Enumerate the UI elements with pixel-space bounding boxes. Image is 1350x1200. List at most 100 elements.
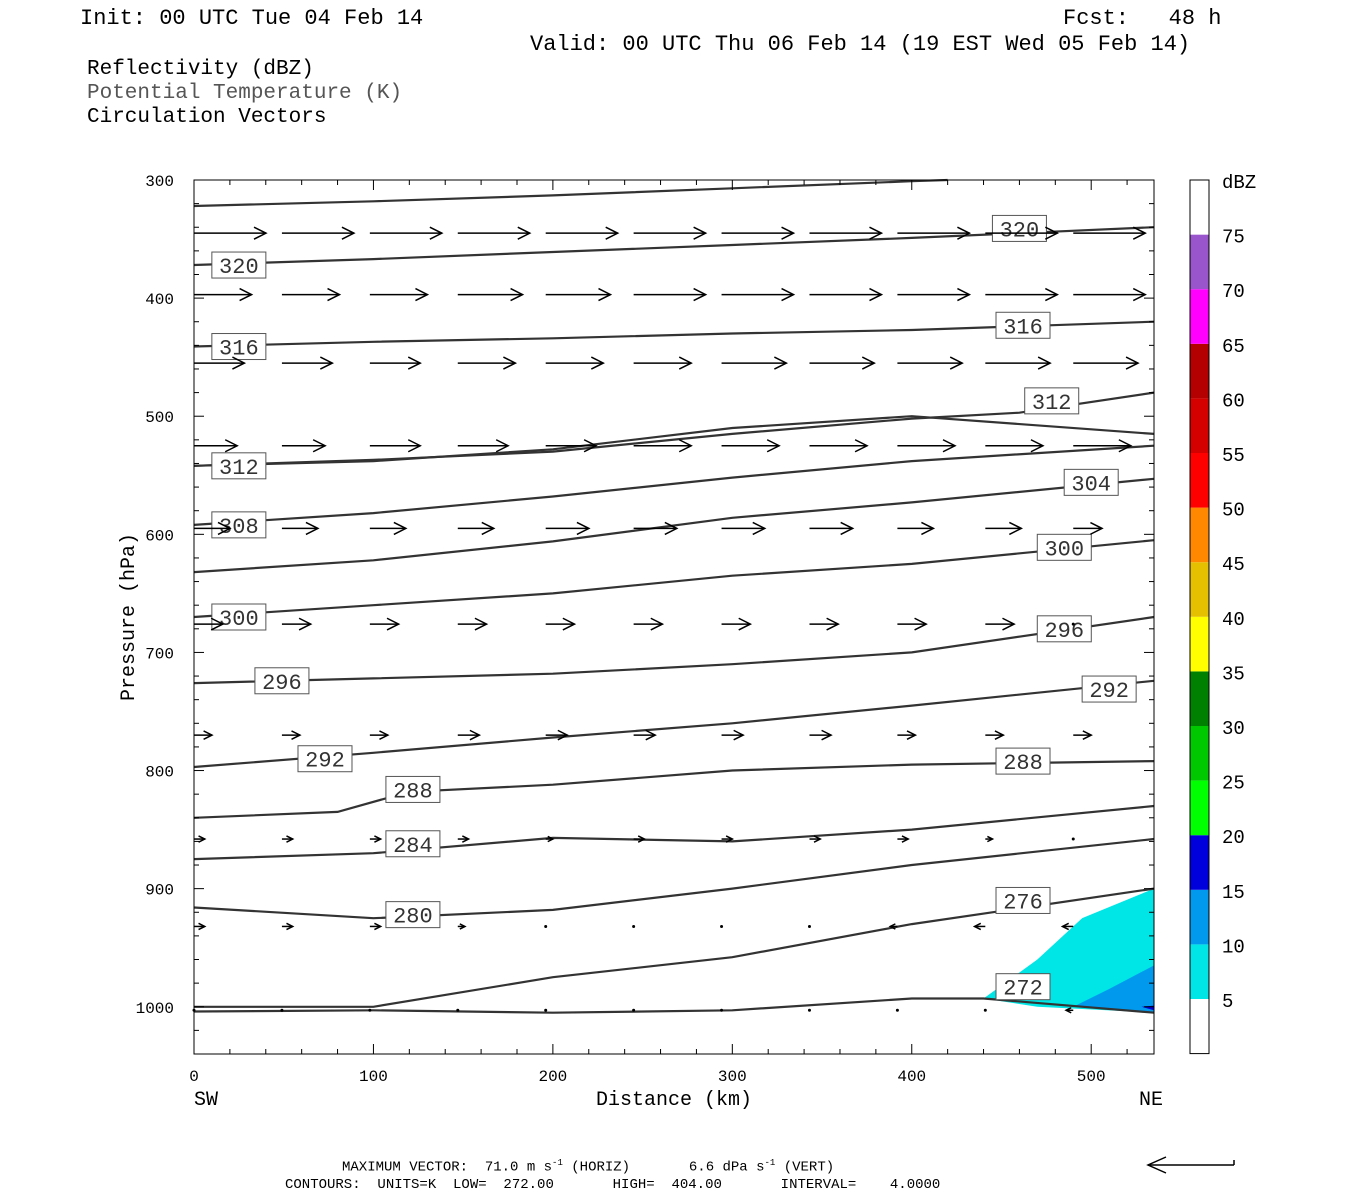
- colorbar-segment: [1190, 835, 1209, 890]
- circulation-vector-head: [481, 521, 496, 536]
- contour-line-320-1: [193, 226, 1155, 267]
- circulation-vector: [1071, 837, 1075, 841]
- circulation-vector-head: [1044, 287, 1060, 302]
- contour-line-312-4: [193, 415, 1155, 467]
- circulation-vector-head: [693, 287, 708, 302]
- circulation-vector-head: [598, 287, 613, 302]
- direction-sw: SW: [194, 1089, 218, 1112]
- colorbar-tick-label: 35: [1222, 663, 1245, 685]
- colorbar-tick-label: 50: [1222, 500, 1245, 522]
- circulation-vector-head: [1118, 439, 1133, 453]
- colorbar-tick-label: 60: [1222, 390, 1245, 412]
- circulation-vector-head: [253, 226, 268, 240]
- contour-label-box: [995, 973, 1051, 1001]
- circulation-vector-head: [766, 439, 781, 453]
- colorbar-tick-label: 30: [1222, 718, 1245, 740]
- circulation-vector: [983, 1008, 987, 1012]
- circulation-vector: [720, 924, 724, 928]
- circulation-vector-head: [957, 287, 972, 302]
- colorbar-segment: [1190, 343, 1209, 399]
- init-time: Init: 00 UTC Tue 04 Feb 14: [80, 6, 424, 31]
- y-tick-label: 500: [145, 409, 174, 427]
- circulation-vector-head: [407, 356, 422, 370]
- circulation-vector-head: [1132, 226, 1147, 240]
- circulation-vector-head: [1044, 226, 1060, 240]
- circulation-vector-head: [781, 226, 796, 240]
- contour-line-304-6: [193, 477, 1155, 574]
- plot-frame: [193, 179, 1155, 1055]
- circulation-vector-head: [517, 226, 532, 240]
- contour-line-272-14: [193, 997, 1155, 1014]
- x-tick-label: 300: [718, 1068, 747, 1086]
- colorbar-segment: [1190, 616, 1209, 672]
- circulation-vector: [807, 1008, 811, 1012]
- circulation-vector-head: [232, 356, 247, 370]
- circulation-vector-head: [1060, 922, 1070, 931]
- circulation-vector-head: [462, 835, 471, 843]
- circulation-vector-head: [650, 617, 665, 631]
- circulation-vector-head: [888, 923, 896, 930]
- circulation-vector-head: [1132, 287, 1147, 302]
- contours-info: CONTOURS: UNITS=K LOW= 272.00 HIGH= 404.…: [285, 1177, 941, 1193]
- y-tick-label: 600: [145, 527, 174, 545]
- contour-line-300-7: [193, 539, 1155, 619]
- colorbar-segment: [1190, 562, 1209, 617]
- field-potential-temperature: Potential Temperature (K): [87, 82, 403, 105]
- x-tick-label: 500: [1077, 1068, 1106, 1086]
- contour-label: 296: [1044, 619, 1084, 644]
- x-tick-label: 100: [359, 1068, 388, 1086]
- contour-label-box: [211, 452, 267, 480]
- circulation-vector-head: [319, 356, 335, 370]
- y-tick-label: 700: [145, 645, 174, 663]
- circulation-vector-head: [781, 287, 796, 302]
- contour-label: 276: [1003, 890, 1043, 915]
- circulation-vector-head: [869, 287, 884, 302]
- circulation-vector-head: [341, 226, 356, 240]
- circulation-vector: [544, 924, 548, 928]
- colorbar-tick-label: 40: [1222, 609, 1245, 631]
- contour-line-308-5: [193, 444, 1155, 526]
- colorbar-tick-label: 10: [1222, 936, 1245, 958]
- contour-label-box: [1063, 468, 1119, 496]
- circulation-vector-head: [869, 226, 884, 240]
- contour-label-box: [995, 747, 1051, 775]
- contour-label: 316: [219, 337, 259, 362]
- circulation-vector-head: [605, 226, 620, 240]
- circulation-vector-head: [407, 439, 422, 453]
- circulation-vector: [280, 1008, 284, 1012]
- colorbar-segment: [1190, 234, 1209, 290]
- circulation-vector-head: [312, 439, 327, 453]
- circulation-vector-head: [645, 729, 657, 741]
- circulation-vector-head: [854, 439, 869, 453]
- circulation-vector-head: [415, 287, 430, 302]
- contour-label: 304: [1071, 472, 1111, 497]
- circulation-vector-head: [1008, 521, 1024, 536]
- circulation-vector-head: [286, 835, 295, 843]
- contour-label: 284: [393, 834, 433, 859]
- contour-label: 312: [1032, 391, 1072, 416]
- colorbar-tick-label: 20: [1222, 827, 1245, 849]
- colorbar-segment: [1190, 726, 1209, 781]
- circulation-vector-head: [861, 356, 876, 370]
- circulation-vector-head: [725, 835, 735, 843]
- colorbar-tick-label: 75: [1222, 227, 1245, 249]
- colorbar-segment: [1190, 671, 1209, 726]
- circulation-vector: [895, 1008, 899, 1012]
- colorbar-tick-label: 70: [1222, 281, 1245, 303]
- colorbar-segment: [1190, 780, 1209, 836]
- contour-label-box: [995, 886, 1051, 914]
- circulation-vector-head: [813, 835, 822, 843]
- contour-label: 288: [393, 779, 433, 804]
- circulation-vector-head: [1064, 1007, 1072, 1014]
- circulation-vector-head: [203, 730, 214, 740]
- colorbar-tick-label: 25: [1222, 773, 1245, 795]
- circulation-vector-head: [557, 729, 569, 741]
- circulation-vector-head: [1090, 521, 1104, 535]
- contour-label: 272: [1003, 977, 1043, 1002]
- contour-label-box: [385, 775, 441, 803]
- circulation-vector-head: [693, 226, 708, 240]
- circulation-vector-head: [210, 617, 225, 631]
- circulation-vector-head: [327, 287, 342, 302]
- contour-label: 292: [1089, 679, 1129, 704]
- y-tick-label: 900: [145, 882, 174, 900]
